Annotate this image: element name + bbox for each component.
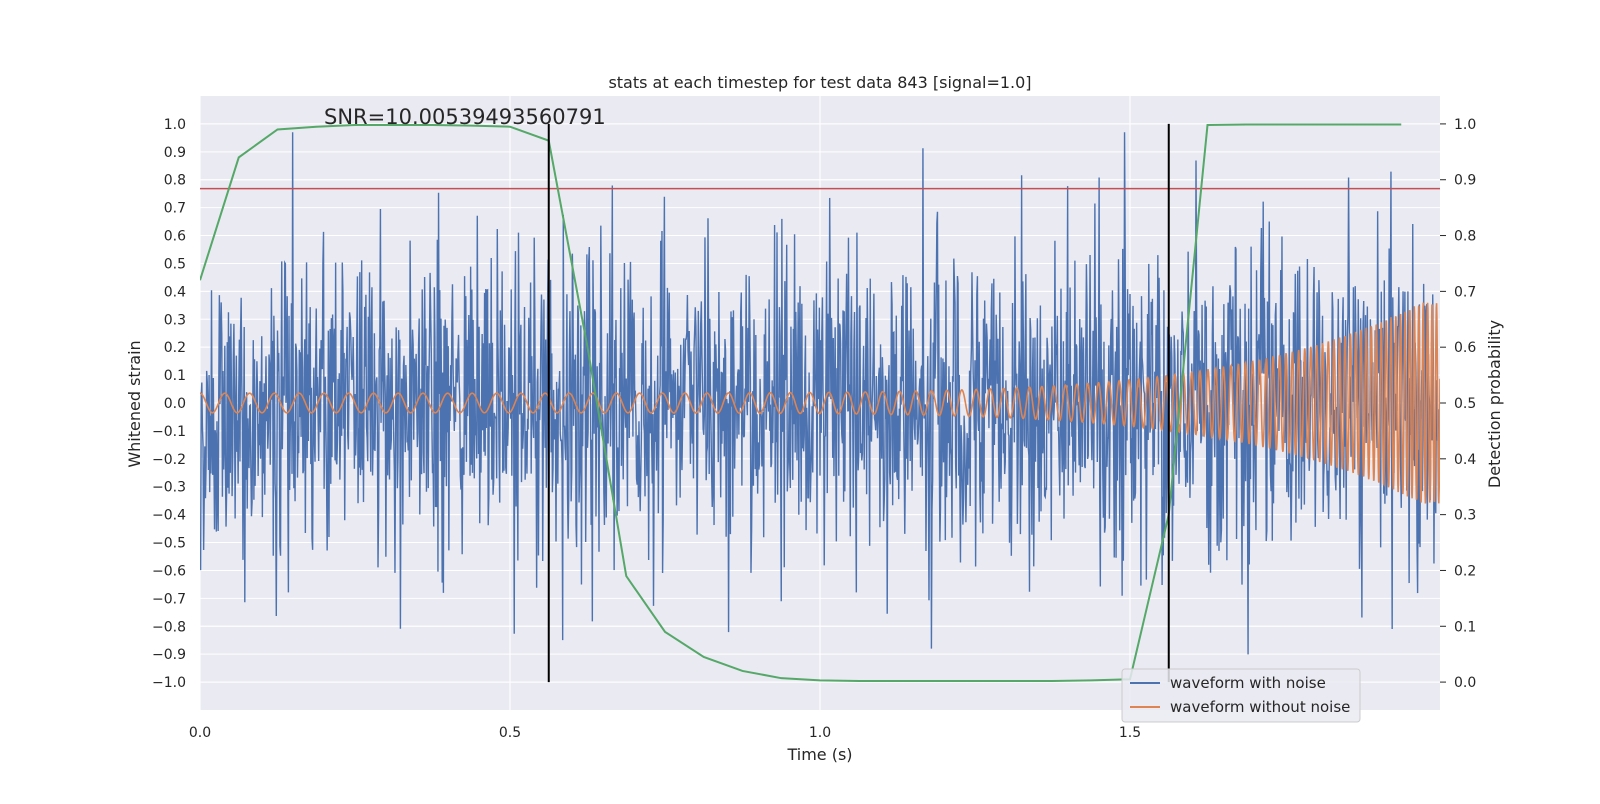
y-tick-label: −0.3 xyxy=(152,480,186,496)
y2-tick-label: 0.0 xyxy=(1454,675,1476,691)
y2-tick-label: 0.1 xyxy=(1454,619,1476,635)
y-tick-label: 0.2 xyxy=(164,340,186,356)
y2-tick-label: 0.3 xyxy=(1454,508,1476,524)
x-tick-label: 0.5 xyxy=(499,725,521,741)
y-tick-label: −0.2 xyxy=(152,452,186,468)
x-tick-label: 1.0 xyxy=(809,725,831,741)
y2-tick-label: 0.9 xyxy=(1454,173,1476,189)
y-tick-label: −0.7 xyxy=(152,591,186,607)
legend: waveform with noise waveform without noi… xyxy=(1122,669,1360,722)
y-tick-label: −0.8 xyxy=(152,619,186,635)
y-tick-label: 0.0 xyxy=(164,396,186,412)
y-tick-label: 0.1 xyxy=(164,368,186,384)
y-tick-label: 0.4 xyxy=(164,284,186,300)
y2-tick-label: 1.0 xyxy=(1454,117,1476,133)
y-tick-label: −0.4 xyxy=(152,508,186,524)
y2-tick-label: 0.6 xyxy=(1454,340,1476,356)
x-axis-label: Time (s) xyxy=(786,745,852,764)
y-tick-label: −1.0 xyxy=(152,675,186,691)
y-tick-label: −0.6 xyxy=(152,563,186,579)
y-tick-label: −0.1 xyxy=(152,424,186,440)
y2-axis-label: Detection probability xyxy=(1485,320,1504,488)
x-tick-label: 0.0 xyxy=(189,725,211,741)
y-tick-label: 1.0 xyxy=(164,117,186,133)
y-tick-label: −0.5 xyxy=(152,536,186,552)
y-tick-label: 0.6 xyxy=(164,229,186,245)
x-tick-label: 1.5 xyxy=(1119,725,1141,741)
legend-label-noise: waveform with noise xyxy=(1170,674,1326,692)
chart-title: stats at each timestep for test data 843… xyxy=(608,73,1031,92)
y2-tick-label: 0.2 xyxy=(1454,563,1476,579)
snr-annotation: SNR=10.00539493560791 xyxy=(324,105,606,129)
y-tick-label: 0.7 xyxy=(164,201,186,217)
y-axis-label: Whitened strain xyxy=(125,340,144,467)
y-tick-label: 0.5 xyxy=(164,256,186,272)
y-tick-label: 0.9 xyxy=(164,145,186,161)
y2-tick-label: 0.8 xyxy=(1454,229,1476,245)
y-tick-label: 0.8 xyxy=(164,173,186,189)
y2-tick-label: 0.4 xyxy=(1454,452,1476,468)
y-tick-label: −0.9 xyxy=(152,647,186,663)
legend-label-clean: waveform without noise xyxy=(1170,698,1350,716)
y2-tick-label: 0.7 xyxy=(1454,284,1476,300)
y2-tick-label: 0.5 xyxy=(1454,396,1476,412)
y-tick-label: 0.3 xyxy=(164,312,186,328)
